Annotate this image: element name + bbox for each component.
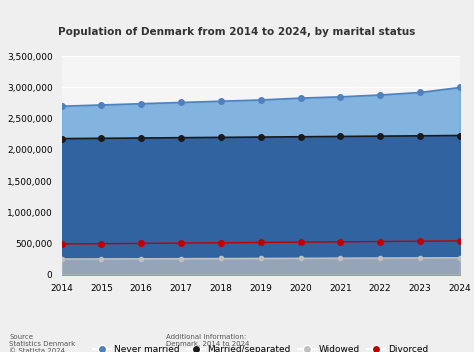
Y-axis label: Number of inhabitants: Number of inhabitants	[0, 118, 3, 213]
Legend: Never married, Married/separated, Widowed, Divorced: Never married, Married/separated, Widowe…	[90, 341, 432, 352]
Text: Population of Denmark from 2014 to 2024, by marital status: Population of Denmark from 2014 to 2024,…	[58, 27, 416, 37]
Text: Additional Information:
Denmark, 2014 to 2024: Additional Information: Denmark, 2014 to…	[166, 334, 249, 347]
Text: Source
Statistics Denmark
© Statista 2024: Source Statistics Denmark © Statista 202…	[9, 334, 76, 352]
